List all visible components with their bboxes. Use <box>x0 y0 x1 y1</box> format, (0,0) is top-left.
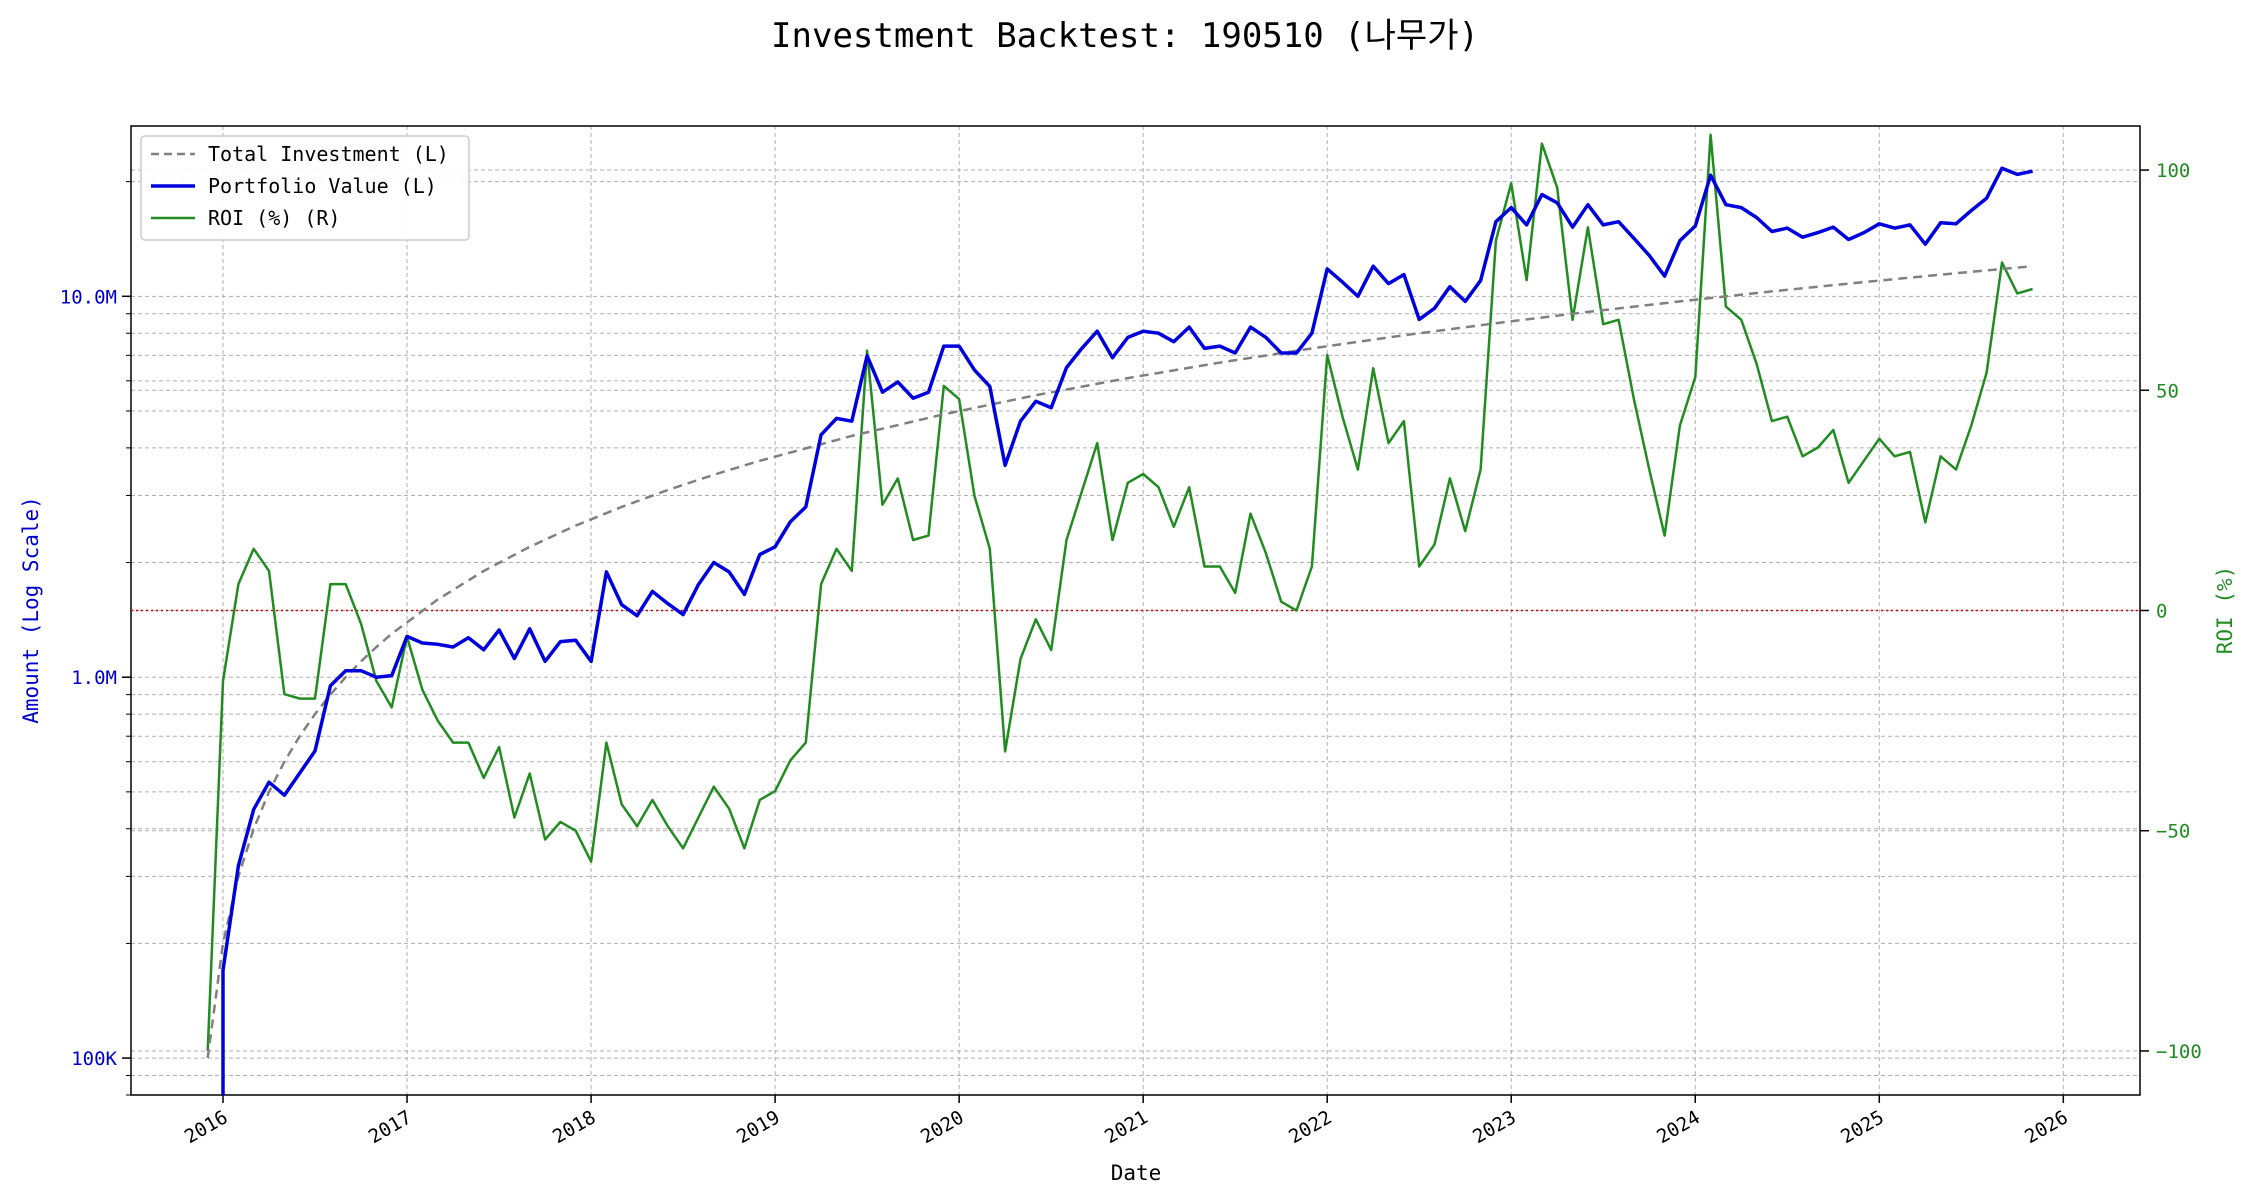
right-tick-label: 100 <box>2156 160 2190 182</box>
legend: Total Investment (L) Portfolio Value (L)… <box>140 135 470 241</box>
x-tick-label: 2019 <box>733 1106 784 1148</box>
x-tick-label: 2022 <box>1285 1106 1336 1148</box>
x-tick-label: 2026 <box>2021 1106 2072 1148</box>
series-layer <box>131 133 2140 1095</box>
legend-box <box>140 135 470 241</box>
right-tick-label: 0 <box>2156 601 2167 623</box>
left-tick-label: 1.0M <box>71 667 117 689</box>
x-tick-label: 2024 <box>1653 1106 1704 1148</box>
roi-line <box>206 133 2033 1052</box>
x-tick-label: 2018 <box>549 1106 600 1148</box>
axes: 2016 2017 2018 2019 2020 2021 2022 2023 2024 2025… <box>60 160 2202 1148</box>
left-axis-label: Amount (Log Scale) <box>19 496 43 724</box>
left-tick-label: 10.0M <box>60 286 117 308</box>
right-axis-label: ROI (%) <box>2213 566 2237 655</box>
x-tick-label: 2016 <box>181 1106 232 1148</box>
x-tick-label: 2021 <box>1101 1106 1152 1148</box>
x-tick-label: 2025 <box>1837 1106 1888 1148</box>
x-tick-label: 2020 <box>917 1106 968 1148</box>
right-tick-label: −100 <box>2156 1041 2202 1063</box>
portfolio-value-line <box>221 166 2033 1095</box>
x-tick-label: 2023 <box>1469 1106 1520 1148</box>
right-tick-label: 50 <box>2156 380 2179 402</box>
legend-label-portfolio: Portfolio Value (L) <box>208 174 437 198</box>
legend-label-roi: ROI (%) (R) <box>208 206 340 230</box>
total-investment-line <box>206 264 2033 1059</box>
right-tick-label: −50 <box>2156 821 2190 843</box>
legend-label-investment: Total Investment (L) <box>208 142 449 166</box>
x-axis-label: Date <box>1111 1161 1162 1185</box>
chart-title: Investment Backtest: 190510 (나무가) <box>771 16 1479 56</box>
left-tick-label: 100K <box>71 1048 117 1070</box>
x-tick-label: 2017 <box>365 1106 416 1148</box>
